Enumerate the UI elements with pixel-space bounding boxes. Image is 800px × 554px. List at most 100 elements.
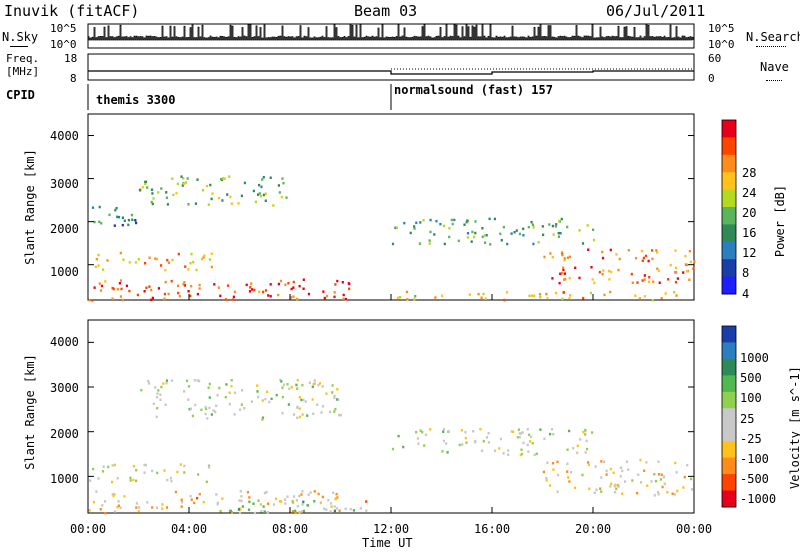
power-cbar-tick: 8 [742,266,750,280]
velocity-echo-cell [656,491,660,494]
velocity-echo-cell [528,433,531,437]
power-echo-cell [563,257,566,260]
velocity-echo-cell [338,413,341,417]
power-echo-cell [290,296,293,299]
velocity-echo-cell [311,385,314,389]
power-cbar-tick: 4 [742,287,750,301]
velocity-echo-cell [237,508,240,511]
power-echo-cell [399,296,402,299]
velocity-colorbar-segment [722,391,736,409]
velocity-echo-cell [527,450,530,453]
velocity-echo-cell [328,410,332,414]
velocity-echo-cell [653,494,656,497]
power-echo-cell [175,191,178,195]
power-echo-cell [198,283,201,287]
power-echo-cell [502,225,505,229]
power-echo-cell [307,292,311,296]
power-echo-cell [485,234,488,237]
velocity-echo-cell [465,441,468,444]
power-echo-cell [532,226,535,229]
power-colorbar-segment [722,241,736,260]
power-echo-cell [562,266,565,269]
power-echo-cell [127,223,130,227]
velocity-cbar-tick: -500 [740,472,769,486]
velocity-echo-cell [493,449,497,452]
velocity-echo-cell [605,469,608,473]
velocity-echo-cell [621,469,624,473]
velocity-echo-cell [531,442,534,445]
velocity-echo-cell [243,407,246,410]
velocity-echo-cell [296,505,299,508]
power-echo-cell [655,249,658,252]
power-echo-cell [278,191,281,194]
power-echo-cell [196,178,199,181]
velocity-echo-cell [429,428,432,431]
velocity-echo-cell [442,430,445,433]
velocity-echo-cell [520,452,524,456]
power-echo-cell [135,221,138,225]
power-echo-cell [151,296,154,300]
velocity-echo-cell [212,409,215,412]
power-echo-cell [203,254,206,257]
velocity-echo-cell [104,500,107,503]
cpid-label: CPID [6,88,35,102]
velocity-echo-cell [557,473,560,477]
velocity-echo-cell [275,497,278,501]
power-echo-cell [562,291,565,294]
x-tick: 16:00 [474,522,511,536]
velocity-echo-cell [445,442,448,445]
power-echo-cell [208,258,211,261]
velocity-echo-cell [165,381,168,385]
nsky-panel-frame [87,23,695,49]
power-echo-cell [287,282,290,285]
velocity-echo-cell [479,427,482,431]
velocity-echo-cell [613,484,616,488]
power-echo-cell [269,176,272,179]
velocity-echo-cell [336,388,339,391]
velocity-echo-cell [333,396,336,400]
velocity-echo-cell [218,386,221,390]
velocity-colorbar-segment [722,375,736,393]
power-echo-cell [643,295,646,298]
velocity-echo-cell [321,385,324,388]
velocity-echo-cell [288,387,291,391]
power-echo-cell [189,294,192,298]
power-echo-cell [121,298,124,302]
power-echo-cell [184,265,187,268]
power-echo-cell [285,196,288,199]
velocity-echo-cell [659,478,662,481]
power-echo-cell [589,291,592,295]
power-echo-cell [279,279,283,283]
power-echo-cell [104,280,107,283]
velocity-echo-cell [402,445,405,449]
freq-label: Freq. [6,52,40,65]
velocity-echo-cell [88,509,91,512]
power-echo-cell [183,284,186,287]
power-echo-cell [150,200,153,204]
power-echo-cell [418,242,421,245]
velocity-echo-cell [631,479,634,482]
power-echo-cell [130,213,133,217]
nave-label: Nave [760,60,789,74]
nsearch-tick-top: 10^5 [708,22,735,35]
velocity-echo-cell [207,386,210,389]
power-echo-cell [428,239,431,242]
power-cbar-tick: 28 [742,166,757,180]
velocity-echo-cell [208,466,211,469]
velocity-cbar-tick: 25 [740,412,755,426]
velocity-echo-cell [643,469,646,472]
power-echo-cell [651,299,654,302]
power-echo-cell [664,292,667,295]
velocity-echo-cell [416,437,419,440]
velocity-echo-cell [101,470,105,473]
velocity-ytick: 3000 [50,381,79,395]
power-echo-cell [557,231,560,235]
velocity-echo-cell [585,439,588,443]
velocity-echo-cell [140,388,143,392]
velocity-echo-cell [566,462,569,466]
velocity-echo-cell [323,507,326,510]
velocity-echo-cell [202,500,205,504]
power-echo-cell [545,292,548,296]
velocity-echo-cell [300,398,303,402]
velocity-echo-cell [198,492,201,496]
